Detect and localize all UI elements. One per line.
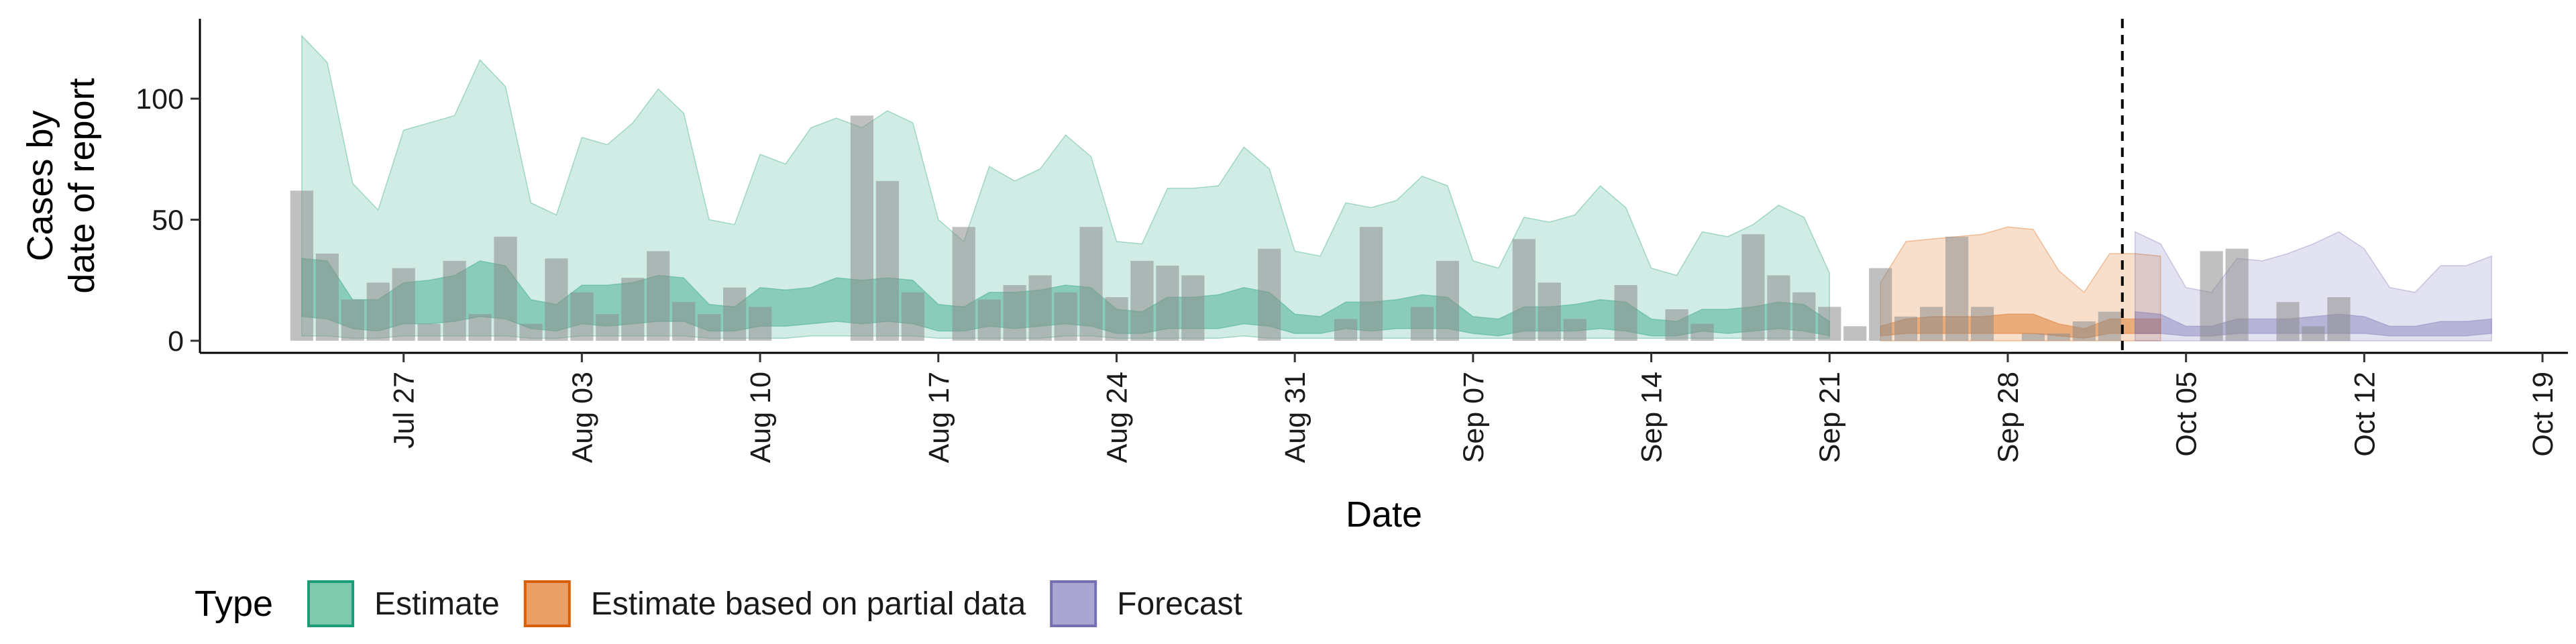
legend: Type Estimate Estimate based on partial da… — [195, 580, 1242, 627]
y-tick-label: 100 — [136, 83, 184, 115]
bar — [1105, 297, 1128, 341]
bar — [850, 115, 873, 341]
bar — [417, 323, 441, 341]
bar — [1538, 282, 1561, 341]
bar — [1614, 285, 1638, 341]
bar — [596, 314, 619, 341]
bar — [570, 292, 594, 341]
x-tick-label: Aug 24 — [1102, 372, 1134, 463]
bar — [672, 302, 696, 341]
bar — [1334, 319, 1358, 341]
bar — [1359, 227, 1383, 341]
bar — [723, 287, 747, 341]
x-tick-label: Oct 05 — [2171, 372, 2203, 457]
x-tick-label: Sep 21 — [1814, 372, 1846, 463]
bar — [2098, 311, 2121, 341]
bar — [621, 278, 645, 341]
bar — [1436, 260, 1459, 341]
bar — [952, 227, 975, 341]
legend-swatch-forecast — [1050, 580, 1097, 627]
bar — [698, 314, 721, 341]
bar — [2200, 251, 2223, 341]
y-axis-title-line: Cases by — [20, 110, 60, 261]
legend-label-forecast: Forecast — [1117, 586, 1242, 622]
x-tick-label: Jul 27 — [388, 372, 421, 449]
ribbon-outer-forecast — [2134, 231, 2492, 341]
bar — [1818, 307, 1841, 341]
bar — [901, 292, 924, 341]
bar — [1410, 307, 1434, 341]
bar — [392, 268, 415, 341]
bar — [1843, 326, 1867, 341]
bar — [494, 236, 517, 341]
bar — [519, 323, 543, 341]
bar — [290, 191, 313, 341]
bar — [2047, 333, 2070, 341]
bar — [366, 282, 390, 341]
x-tick-label: Sep 07 — [1458, 372, 1490, 463]
y-tick-label: 0 — [168, 325, 184, 358]
bar — [1003, 285, 1026, 341]
bar — [749, 307, 772, 341]
bar — [977, 299, 1001, 341]
bar — [1258, 248, 1281, 341]
bar — [1079, 227, 1103, 341]
bar — [1563, 319, 1587, 341]
bar — [1869, 268, 1892, 341]
bar — [1767, 275, 1790, 341]
bar — [1512, 239, 1536, 341]
bar — [2225, 248, 2249, 341]
bar — [1690, 323, 1714, 341]
bar — [2072, 321, 2096, 341]
bar — [1665, 309, 1688, 341]
bar — [1054, 292, 1077, 341]
legend-title: Type — [195, 584, 273, 624]
legend-swatch-partial — [523, 580, 571, 627]
bar-layer — [290, 115, 2351, 341]
x-tick-label: Oct 19 — [2527, 372, 2559, 457]
y-axis-title-line: date of report — [62, 78, 102, 293]
bar — [1920, 307, 1943, 341]
bar — [1130, 260, 1154, 341]
bar — [647, 251, 670, 341]
bar — [1945, 236, 1969, 341]
x-tick-label: Aug 10 — [745, 372, 777, 463]
x-axis-title: Date — [1346, 494, 1422, 535]
legend-label-partial: Estimate based on partial data — [591, 586, 1026, 622]
x-tick-label: Sep 14 — [1636, 372, 1668, 463]
y-tick-label: 50 — [152, 205, 184, 237]
bar — [315, 254, 339, 341]
bar — [2302, 326, 2325, 341]
bar — [443, 260, 466, 341]
x-tick-label: Aug 17 — [923, 372, 955, 463]
bar — [341, 299, 364, 341]
x-tick-label: Sep 28 — [1992, 372, 2025, 463]
bar — [875, 180, 899, 341]
x-tick-label: Aug 31 — [1279, 372, 1311, 463]
bar — [545, 258, 568, 341]
legend-swatch-estimate — [307, 580, 354, 627]
bar — [1028, 275, 1052, 341]
bar — [1181, 275, 1205, 341]
bar — [1970, 307, 1994, 341]
x-tick-label: Oct 12 — [2349, 372, 2381, 457]
bar — [1741, 234, 1765, 341]
bar — [2327, 297, 2351, 341]
axes-layer: 0 50 100 Jul 27 Aug 03 Aug 10 Aug 17 Aug 24 Aug … — [20, 19, 2568, 535]
x-tick-label: Aug 03 — [566, 372, 598, 463]
legend-label-estimate: Estimate — [374, 586, 500, 622]
bar — [2021, 333, 2045, 341]
bar — [2276, 302, 2300, 341]
bar — [1156, 266, 1179, 341]
bar — [468, 314, 492, 341]
bar — [1792, 292, 1816, 341]
bar — [1894, 316, 1918, 341]
